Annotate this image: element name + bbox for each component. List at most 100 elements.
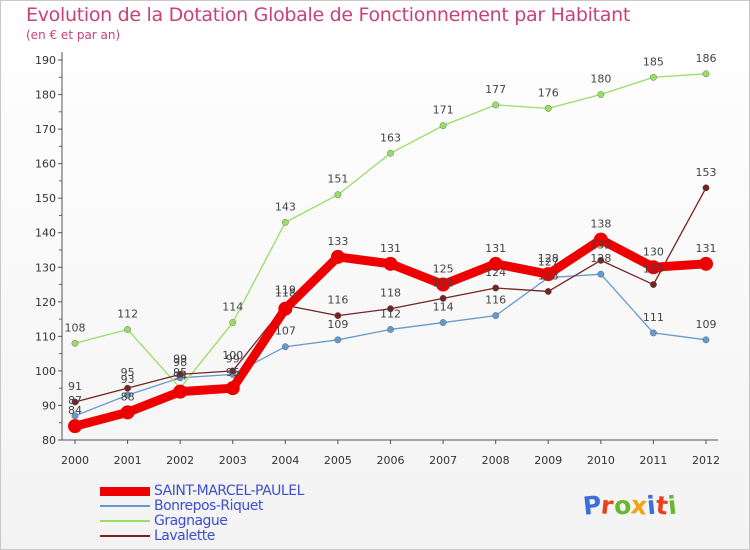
data-point-bonrepos-riquet — [71, 412, 79, 420]
legend-swatch — [100, 486, 150, 496]
data-point-gragnague — [702, 70, 710, 78]
chart-title: Evolution de la Dotation Globale de Fonc… — [26, 4, 631, 26]
x-tick-label: 2011 — [639, 454, 667, 467]
data-point-gragnague — [544, 104, 552, 112]
data-point-lavalette — [492, 284, 500, 292]
data-point-saint-marcel-paulel — [330, 249, 345, 264]
data-point-saint-marcel-paulel — [278, 301, 293, 316]
data-point-bonrepos-riquet — [124, 391, 131, 399]
data-label-gragnague: 176 — [538, 86, 559, 99]
x-tick-label: 2002 — [166, 454, 194, 467]
series-line-gragnague — [74, 73, 707, 389]
data-point-lavalette — [702, 184, 710, 192]
data-label-saint-marcel-paulel: 138 — [590, 218, 611, 231]
data-label-lavalette: 99 — [173, 352, 187, 365]
data-point-bonrepos-riquet — [492, 312, 500, 320]
x-tick-label: 2004 — [271, 454, 299, 467]
data-point-gragnague — [229, 319, 237, 326]
data-point-lavalette — [544, 288, 552, 295]
data-label-saint-marcel-paulel: 125 — [433, 263, 454, 276]
axes: 80 90 100 110 120 130 140 150 160 170 180 190 2000 20… — [35, 52, 720, 467]
data-label-bonrepos-riquet: 87 — [68, 394, 82, 407]
data-label-lavalette: 121 — [433, 276, 454, 289]
data-label-saint-marcel-paulel: 131 — [380, 242, 401, 255]
data-label-bonrepos-riquet: 109 — [696, 318, 717, 331]
data-label-lavalette: 125 — [643, 263, 664, 276]
y-tick-label: 110 — [35, 330, 56, 343]
y-tick-label: 170 — [35, 123, 56, 136]
y-tick-label: 100 — [35, 365, 56, 378]
data-label-lavalette: 119 — [275, 283, 296, 296]
x-tick-label: 2003 — [219, 454, 247, 467]
data-point-lavalette — [124, 384, 131, 392]
data-label-gragnague: 185 — [643, 55, 664, 68]
legend-swatch — [100, 520, 150, 522]
data-label-gragnague: 177 — [485, 83, 506, 96]
data-point-gragnague — [492, 101, 500, 109]
data-label-gragnague: 95 — [173, 366, 187, 379]
y-tick-label: 150 — [35, 192, 56, 205]
data-label-gragnague: 171 — [433, 104, 454, 117]
y-tick-label: 190 — [35, 54, 56, 67]
data-label-gragnague: 163 — [380, 131, 401, 144]
data-point-bonrepos-riquet — [650, 329, 657, 337]
data-label-lavalette: 116 — [327, 294, 348, 307]
data-point-saint-marcel-paulel — [646, 260, 661, 275]
x-tick-label: 2010 — [587, 454, 615, 467]
data-label-bonrepos-riquet: 116 — [485, 294, 506, 307]
data-label-lavalette: 132 — [590, 238, 611, 251]
data-point-saint-marcel-paulel — [541, 267, 556, 282]
legend-label: Bonrepos-Riquet — [154, 498, 263, 514]
y-tick-label: 160 — [35, 158, 56, 171]
data-label-bonrepos-riquet: 99 — [226, 352, 240, 365]
legend-swatch — [100, 505, 150, 507]
legend-label: Lavalette — [154, 528, 215, 544]
logo-letter: i — [666, 490, 678, 521]
data-point-gragnague — [439, 122, 447, 130]
data-label-gragnague: 143 — [275, 200, 296, 213]
chart-subtitle: (en € et par an) — [26, 28, 121, 42]
x-tick-label: 2012 — [692, 454, 720, 467]
data-point-lavalette — [650, 281, 657, 288]
data-point-gragnague — [387, 149, 394, 157]
data-label-bonrepos-riquet: 111 — [643, 311, 664, 324]
data-point-gragnague — [650, 73, 657, 81]
data-point-lavalette — [229, 367, 237, 375]
data-label-gragnague: 114 — [222, 301, 243, 314]
data-point-lavalette — [387, 305, 394, 313]
data-label-saint-marcel-paulel: 133 — [327, 235, 348, 248]
x-tick-label: 2008 — [482, 454, 510, 467]
y-tick-label: 140 — [35, 227, 56, 240]
x-tick-label: 2009 — [534, 454, 562, 467]
y-tick-label: 120 — [35, 296, 56, 309]
data-point-saint-marcel-paulel — [383, 256, 398, 271]
data-label-lavalette: 153 — [696, 166, 717, 179]
data-label-lavalette: 118 — [380, 287, 401, 300]
data-point-lavalette — [71, 398, 79, 406]
data-label-bonrepos-riquet: 114 — [433, 301, 454, 314]
data-label-bonrepos-riquet: 93 — [121, 373, 135, 386]
y-tick-label: 130 — [35, 261, 56, 274]
data-point-saint-marcel-paulel — [593, 232, 608, 247]
y-tick-label: 180 — [35, 89, 56, 102]
data-label-bonrepos-riquet: 98 — [173, 356, 187, 369]
data-label-gragnague: 108 — [65, 321, 86, 334]
data-label-saint-marcel-paulel: 84 — [68, 404, 82, 417]
data-label-gragnague: 180 — [590, 73, 611, 86]
data-point-saint-marcel-paulel — [436, 277, 451, 292]
x-tick-label: 2001 — [114, 454, 142, 467]
data-point-lavalette — [334, 312, 342, 320]
data-label-saint-marcel-paulel: 130 — [643, 245, 664, 258]
x-tick-label: 2000 — [61, 454, 89, 467]
data-label-lavalette: 95 — [121, 366, 135, 379]
data-label-lavalette: 123 — [538, 269, 559, 282]
data-label-gragnague: 151 — [327, 173, 348, 186]
data-label-gragnague: 186 — [696, 52, 717, 65]
series-lines — [68, 70, 713, 434]
legend-label: Gragnague — [154, 513, 228, 529]
data-label-bonrepos-riquet: 112 — [380, 307, 401, 320]
data-label-lavalette: 100 — [222, 349, 243, 362]
x-tick-label: 2006 — [377, 454, 405, 467]
